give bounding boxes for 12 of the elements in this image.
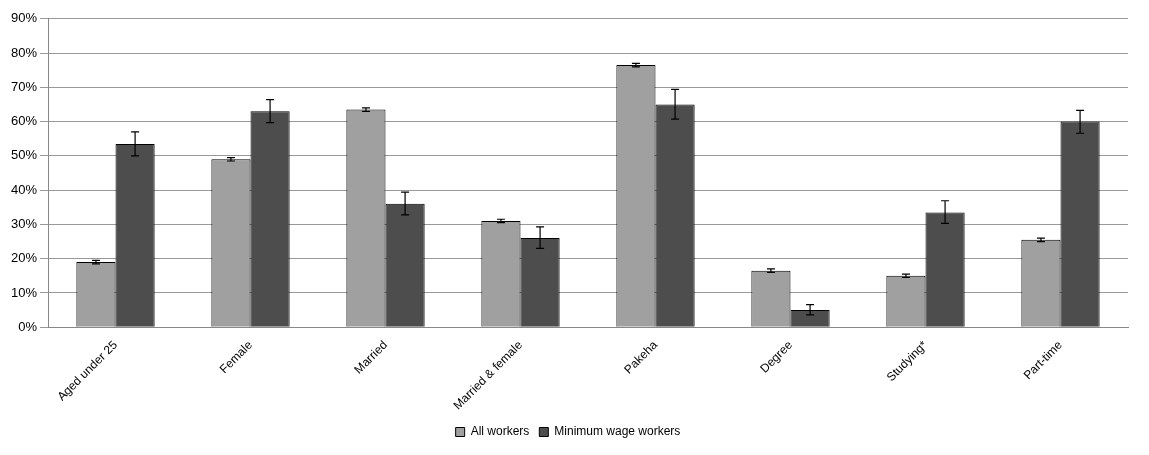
y-tick-label: 20%: [10, 250, 38, 266]
y-tick-label: 30%: [10, 215, 38, 231]
y-tick-label: 10%: [10, 284, 38, 300]
y-tick-label: 90%: [10, 10, 38, 26]
y-tick-label: 0%: [18, 318, 38, 334]
y-tick-label: 40%: [10, 181, 38, 197]
legend-label: All workers: [470, 424, 530, 439]
y-tick-label: 80%: [10, 44, 38, 60]
legend-label: Minimum wage workers: [554, 424, 681, 439]
y-tick-label: 70%: [10, 78, 38, 94]
y-tick-label: 60%: [10, 113, 38, 129]
y-tick-label: 50%: [10, 147, 38, 163]
